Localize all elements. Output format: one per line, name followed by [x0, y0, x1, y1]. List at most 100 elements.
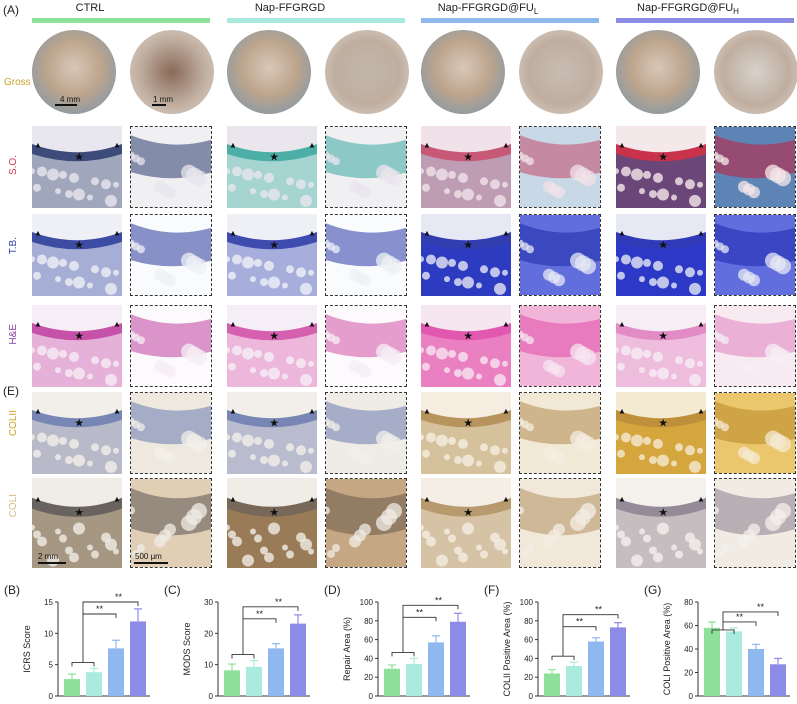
panel-label: (F) [484, 583, 499, 597]
bar [108, 648, 124, 696]
svg-text:▲: ▲ [308, 494, 316, 503]
bar [450, 621, 466, 696]
svg-text:★: ★ [74, 239, 84, 251]
group-bar-ctrl [32, 18, 210, 23]
y-tick-label: 0 [369, 692, 374, 701]
svg-text:★: ★ [74, 151, 84, 163]
sig-bracket [242, 606, 299, 619]
svg-text:▲: ▲ [229, 319, 237, 328]
gross-zoom-image [130, 30, 214, 114]
y-tick-label: 20 [524, 673, 533, 682]
group-title-ful: Nap-FFGRGD@FUL [437, 2, 539, 17]
bar-chart-d: (D) Repair Area (%) 0 20 40 60 80 100 ** ** [324, 583, 470, 701]
svg-text:★: ★ [463, 151, 473, 163]
svg-text:▲: ▲ [423, 140, 431, 149]
he-zoom-image [325, 305, 407, 387]
sig-bracket [82, 613, 117, 663]
svg-text:★: ★ [269, 239, 279, 251]
svg-text:▲: ▲ [502, 140, 510, 149]
svg-text:▲: ▲ [34, 319, 42, 328]
svg-text:▲: ▲ [229, 140, 237, 149]
svg-text:★: ★ [74, 330, 84, 342]
coli-overview-image: ★ ▲ ▲ [616, 478, 706, 568]
scalebar-histo-right-label: 500 μm [135, 552, 162, 561]
svg-text:★: ★ [269, 330, 279, 342]
y-tick-label: 40 [524, 654, 533, 663]
significance-label: ** [275, 597, 283, 607]
bar [726, 631, 742, 696]
so-overview-image: ★ ▲ ▲ [421, 126, 511, 208]
coli-zoom-image [714, 478, 796, 568]
svg-text:★: ★ [463, 417, 473, 429]
row-label-colii: COLII [8, 410, 19, 437]
scalebar-histo-left-label: 2 mm [38, 552, 58, 561]
colii-overview-image: ★ ▲ ▲ [421, 392, 511, 474]
y-axis-label: ICRS Score [22, 625, 32, 673]
coli-overview-image: ★ ▲ ▲ [32, 478, 122, 568]
svg-text:★: ★ [463, 239, 473, 251]
svg-text:▲: ▲ [308, 406, 316, 415]
bar [406, 664, 422, 696]
he-overview-image: ★ ▲ ▲ [32, 305, 122, 387]
so-zoom-image [130, 126, 212, 208]
group-bracket [71, 661, 95, 667]
panel-label-a: (A) [3, 3, 19, 17]
y-tick-label: 5 [49, 661, 54, 670]
coli-overview-image: ★ ▲ ▲ [227, 478, 317, 568]
gross-joint-image [32, 30, 116, 114]
y-tick-label: 80 [364, 617, 373, 626]
y-tick-label: 15 [44, 598, 53, 607]
bar-chart-c: (C) MODS Score 0 10 20 30 ** ** [164, 583, 310, 701]
row-label-coli: COLI [8, 494, 19, 518]
gross-joint-image [616, 30, 700, 114]
tb-overview-image: ★ ▲ ▲ [616, 214, 706, 296]
he-zoom-image [519, 305, 601, 387]
bar-chart-b: (B) ICRS Score 0 5 10 15 ** ** [4, 583, 150, 701]
svg-text:▲: ▲ [423, 319, 431, 328]
gross-zoom-image [714, 30, 797, 114]
coli-zoom-image [130, 478, 212, 568]
bar [770, 664, 786, 696]
svg-text:▲: ▲ [502, 319, 510, 328]
y-axis-label: MODS Score [182, 622, 192, 675]
so-zoom-image [714, 126, 796, 208]
svg-text:▲: ▲ [308, 319, 316, 328]
y-axis-label: COLII Positive Area (%) [502, 601, 512, 696]
panel-label: (G) [644, 583, 661, 597]
y-axis-label: Repair Area (%) [342, 617, 352, 681]
significance-label: ** [595, 605, 603, 615]
scalebar-gross-right [152, 104, 166, 106]
y-tick-label: 0 [689, 692, 694, 701]
he-overview-image: ★ ▲ ▲ [616, 305, 706, 387]
so-zoom-image [325, 126, 407, 208]
significance-label: ** [757, 602, 765, 612]
svg-text:★: ★ [463, 507, 473, 519]
group-bracket [391, 651, 415, 657]
bar [566, 665, 582, 696]
svg-text:★: ★ [269, 151, 279, 163]
group-bar-ful [421, 18, 599, 23]
svg-text:▲: ▲ [113, 494, 121, 503]
svg-text:★: ★ [658, 239, 668, 251]
bar [86, 672, 102, 696]
he-overview-image: ★ ▲ ▲ [227, 305, 317, 387]
y-tick-label: 30 [204, 598, 213, 607]
svg-text:▲: ▲ [34, 406, 42, 415]
gross-zoom-image [325, 30, 409, 114]
svg-text:▲: ▲ [697, 319, 705, 328]
svg-text:▲: ▲ [697, 494, 705, 503]
y-tick-label: 80 [684, 598, 693, 607]
bar [268, 648, 284, 696]
he-zoom-image [714, 305, 796, 387]
y-axis-label: COLI Positive Area (%) [662, 603, 672, 696]
he-overview-image: ★ ▲ ▲ [421, 305, 511, 387]
tb-zoom-image [325, 214, 407, 296]
colii-zoom-image [519, 392, 601, 474]
svg-text:▲: ▲ [618, 228, 626, 237]
bar [224, 670, 240, 696]
bar [130, 621, 146, 696]
y-tick-label: 100 [360, 598, 374, 607]
row-label-he: H&E [8, 324, 19, 345]
group-bar-nap [227, 18, 405, 23]
tb-overview-image: ★ ▲ ▲ [421, 214, 511, 296]
